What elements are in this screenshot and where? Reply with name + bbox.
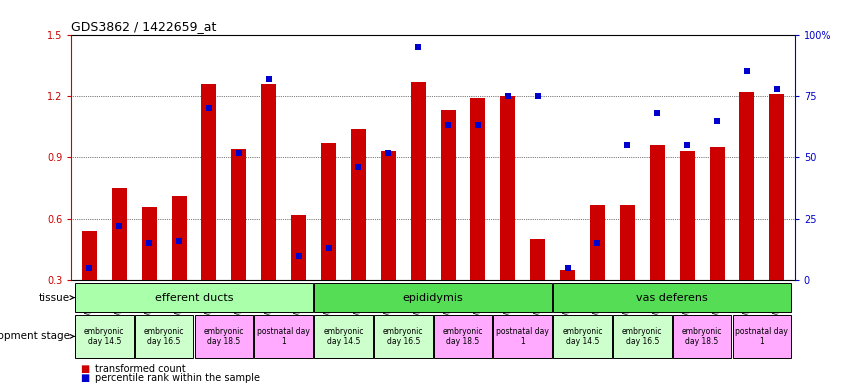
Bar <box>262 84 276 280</box>
Bar <box>770 94 785 280</box>
Bar <box>254 314 313 358</box>
Bar <box>142 207 156 280</box>
Bar <box>673 314 732 358</box>
Point <box>561 265 574 271</box>
Bar <box>470 98 485 280</box>
Text: development stage: development stage <box>0 331 70 341</box>
Text: ■: ■ <box>80 364 89 374</box>
Point <box>82 265 96 271</box>
Bar <box>560 270 575 280</box>
Bar <box>75 314 134 358</box>
Bar <box>500 96 516 280</box>
Bar <box>620 205 635 280</box>
Text: embryonic
day 14.5: embryonic day 14.5 <box>84 327 124 346</box>
Text: postnatal day
1: postnatal day 1 <box>496 327 549 346</box>
Bar <box>194 314 253 358</box>
Bar <box>650 145 664 280</box>
Text: transformed count: transformed count <box>95 364 186 374</box>
Bar <box>733 314 791 358</box>
Point <box>680 142 694 148</box>
Point <box>442 122 455 129</box>
Point <box>501 93 515 99</box>
Bar <box>410 82 426 280</box>
Point <box>621 142 634 148</box>
Text: embryonic
day 18.5: embryonic day 18.5 <box>682 327 722 346</box>
Text: embryonic
day 14.5: embryonic day 14.5 <box>323 327 363 346</box>
Bar <box>441 110 456 280</box>
Point <box>202 105 215 111</box>
Text: ■: ■ <box>80 373 89 383</box>
Point <box>322 245 336 252</box>
Text: vas deferens: vas deferens <box>637 293 708 303</box>
Point <box>770 86 784 92</box>
Point <box>232 149 246 156</box>
Bar <box>590 205 605 280</box>
Bar <box>553 283 791 312</box>
Text: embryonic
day 16.5: embryonic day 16.5 <box>383 327 424 346</box>
Bar <box>75 283 313 312</box>
Text: embryonic
day 16.5: embryonic day 16.5 <box>144 327 184 346</box>
Bar <box>739 92 754 280</box>
Bar <box>135 314 193 358</box>
Bar <box>381 151 396 280</box>
Point <box>740 68 754 74</box>
Text: tissue: tissue <box>39 293 70 303</box>
Bar <box>315 283 552 312</box>
Bar <box>315 314 373 358</box>
Bar <box>374 314 432 358</box>
Point <box>352 164 365 170</box>
Point <box>262 76 276 82</box>
Text: embryonic
day 16.5: embryonic day 16.5 <box>622 327 663 346</box>
Bar <box>494 314 552 358</box>
Bar <box>351 129 366 280</box>
Point <box>113 223 126 229</box>
Text: epididymis: epididymis <box>403 293 463 303</box>
Bar <box>553 314 612 358</box>
Point <box>411 44 425 50</box>
Bar <box>82 231 97 280</box>
Bar <box>710 147 724 280</box>
Bar <box>202 84 216 280</box>
Text: efferent ducts: efferent ducts <box>155 293 233 303</box>
Text: embryonic
day 14.5: embryonic day 14.5 <box>563 327 603 346</box>
Text: GDS3862 / 1422659_at: GDS3862 / 1422659_at <box>71 20 217 33</box>
Point <box>590 240 604 247</box>
Bar <box>530 239 545 280</box>
Bar <box>434 314 492 358</box>
Text: embryonic
day 18.5: embryonic day 18.5 <box>204 327 244 346</box>
Bar <box>112 188 127 280</box>
Point <box>711 118 724 124</box>
Point <box>292 253 305 259</box>
Bar <box>321 143 336 280</box>
Point <box>651 110 664 116</box>
Point <box>142 240 156 247</box>
Bar <box>680 151 695 280</box>
Text: percentile rank within the sample: percentile rank within the sample <box>95 373 260 383</box>
Bar <box>172 196 187 280</box>
Bar <box>231 149 246 280</box>
Text: postnatal day
1: postnatal day 1 <box>257 327 310 346</box>
Text: embryonic
day 18.5: embryonic day 18.5 <box>442 327 484 346</box>
Bar <box>291 215 306 280</box>
Point <box>172 238 186 244</box>
Point <box>531 93 544 99</box>
Text: postnatal day
1: postnatal day 1 <box>735 327 788 346</box>
Point <box>382 149 395 156</box>
Bar <box>613 314 672 358</box>
Point <box>471 122 484 129</box>
